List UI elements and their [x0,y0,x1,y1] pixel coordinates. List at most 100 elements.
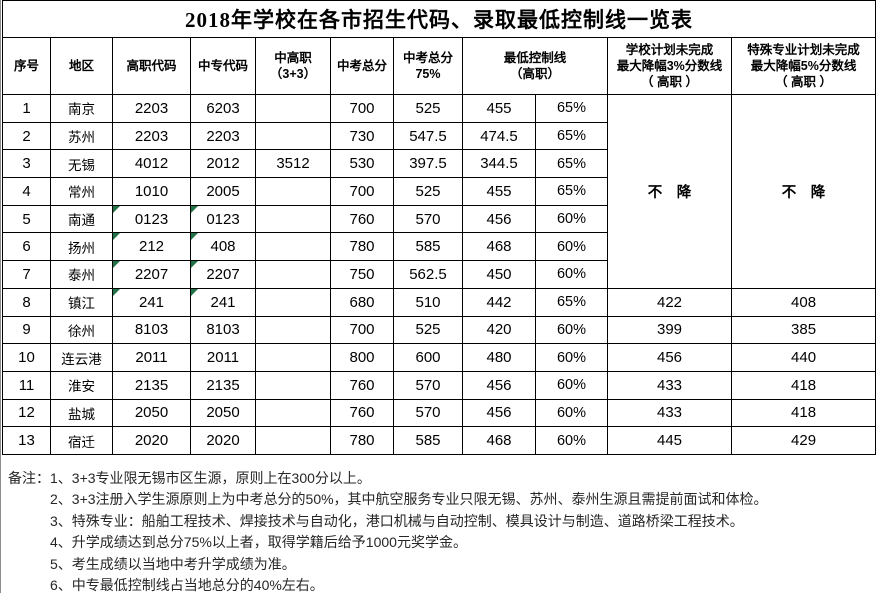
cell-region: 常州 [50,177,113,206]
cell-special-plan-line: 429 [730,426,877,455]
cell-min-line: 480 [462,343,536,372]
cell-region: 苏州 [50,121,113,151]
table-row: 9 徐州 8103 8103 700 525 420 60% 399 385 [2,315,877,345]
cell-zhongzhuan-code: 2011 [190,343,256,372]
text-format-flag-icon [113,206,120,213]
cell-region: 宿迁 [50,426,113,455]
cell-region: 扬州 [50,232,113,262]
cell-school-plan-line: 433 [607,398,732,428]
table-row: 2 苏州 2203 2203 730 547.5 474.5 65% [2,121,876,151]
table-row: 11 淮安 2135 2135 760 570 456 60% 433 418 [2,370,877,400]
cell-pct75: 570 [393,204,463,234]
header-school-plan-drop: 学校计划未完成 最大降幅3%分数线 （ 高职 ） [607,37,732,95]
cell-min-pct: 60% [535,315,608,345]
cell-min-pct: 65% [535,149,608,179]
cell-school-plan-line: 399 [607,315,732,345]
cell-total: 780 [330,426,394,455]
note-item: 4、升学成绩达到总分75%以上者，取得学籍后给予1000元奖学金。 [50,534,467,551]
cell-min-pct: 65% [535,287,608,317]
cell-no: 8 [2,287,51,317]
header-zhongkao-75: 中考总分 75% [393,37,463,95]
cell-region: 南京 [50,94,113,123]
cell-no: 12 [2,398,51,428]
text-format-flag-icon [191,233,198,241]
text-format-flag-icon [191,206,198,213]
text-format-flag-icon [113,261,120,269]
cell-no: 3 [2,149,51,179]
admission-codes-table: 2018年学校在各市招生代码、录取最低控制线一览表 序号 地区 高职代码 中专代… [1,0,877,455]
cell-min-pct: 60% [535,426,608,455]
header-no: 序号 [2,37,51,95]
cell-special-plan-line: 385 [730,315,877,345]
cell-min-pct: 60% [535,343,608,372]
cell-min-pct: 65% [535,177,608,206]
cell-min-line: 468 [462,426,536,455]
note-item: 1、3+3专业限无锡市区生源，原则上在300分以上。 [50,469,371,486]
header-zhonggaozhi: 中高职 （3+3） [255,37,331,95]
header-min-control-line: 最低控制线 （高职） [462,37,608,95]
cell-min-pct: 60% [535,260,608,289]
cell-school-plan-line: 422 [607,287,732,317]
cell-gaozhi-code: 1010 [112,177,191,206]
table-row: 13 宿迁 2020 2020 780 585 468 60% 445 429 [2,426,877,455]
text-format-flag-icon [113,233,120,241]
cell-min-line: 456 [462,204,536,234]
cell-zhonggaozhi-code [255,121,331,151]
title-row: 2018年学校在各市招生代码、录取最低控制线一览表 [1,0,877,38]
cell-region: 泰州 [50,260,113,289]
cell-min-line: 450 [462,260,536,289]
cell-total: 680 [330,287,394,317]
cell-region: 连云港 [50,343,113,372]
cell-total: 750 [330,260,394,289]
cell-min-line: 468 [462,232,536,262]
cell-gaozhi-code: 2020 [112,426,191,455]
cell-min-line: 420 [462,315,536,345]
cell-min-pct: 65% [535,121,608,151]
table-row: 12 盐城 2050 2050 760 570 456 60% 433 418 [2,398,877,428]
cell-no: 6 [2,232,51,262]
cell-zhonggaozhi-code [255,287,331,317]
cell-zhonggaozhi-code [255,204,331,234]
cell-min-pct: 65% [535,94,608,123]
page-title: 2018年学校在各市招生代码、录取最低控制线一览表 [1,0,877,38]
cell-gaozhi-code: 2203 [112,121,191,151]
cell-gaozhi-code: 241 [112,287,191,317]
header-region: 地区 [50,37,113,95]
table-row: 10 连云港 2011 2011 800 600 480 60% 456 440 [2,343,877,372]
cell-gaozhi-code: 8103 [112,315,191,345]
cell-total: 730 [330,121,394,151]
cell-no: 13 [2,426,51,455]
cell-special-plan-line: 418 [730,398,877,428]
cell-zhonggaozhi-code [255,260,331,289]
cell-zhonggaozhi-code [255,232,331,262]
cell-gaozhi-code: 2011 [112,343,191,372]
cell-gaozhi-code: 4012 [112,149,191,179]
cell-zhongzhuan-code: 2135 [190,370,256,400]
cell-total: 700 [330,94,394,123]
cell-min-line: 344.5 [462,149,536,179]
cell-zhongzhuan-code: 2050 [190,398,256,428]
cell-no: 11 [2,370,51,400]
cell-total: 700 [330,315,394,345]
cell-pct75: 585 [393,232,463,262]
cell-pct75: 510 [393,287,463,317]
cell-pct75: 525 [393,94,463,123]
note-item: 3、特殊专业：船舶工程技术、焊接技术与自动化，港口机械与自动控制、模具设计与制造… [50,512,744,529]
cell-min-line: 455 [462,94,536,123]
footnotes-list: 1、3+3专业限无锡市区生源，原则上在300分以上。 2、3+3注册入学生源原则… [50,468,768,596]
cell-special-plan-line: 440 [730,343,877,372]
cell-min-line: 456 [462,370,536,400]
cell-zhongzhuan-code: 241 [190,287,256,317]
cell-total: 760 [330,398,394,428]
cell-pct75: 562.5 [393,260,463,289]
cell-pct75: 570 [393,398,463,428]
text-format-flag-icon [191,289,198,296]
cell-zhonggaozhi-code [255,315,331,345]
cell-region: 盐城 [50,398,113,428]
table-row: 8 镇江 241 241 680 510 442 65% 422 408 [2,287,877,317]
cell-total: 780 [330,232,394,262]
cell-min-pct: 60% [535,398,608,428]
cell-zhongzhuan-code: 408 [190,232,256,262]
cell-min-line: 456 [462,398,536,428]
